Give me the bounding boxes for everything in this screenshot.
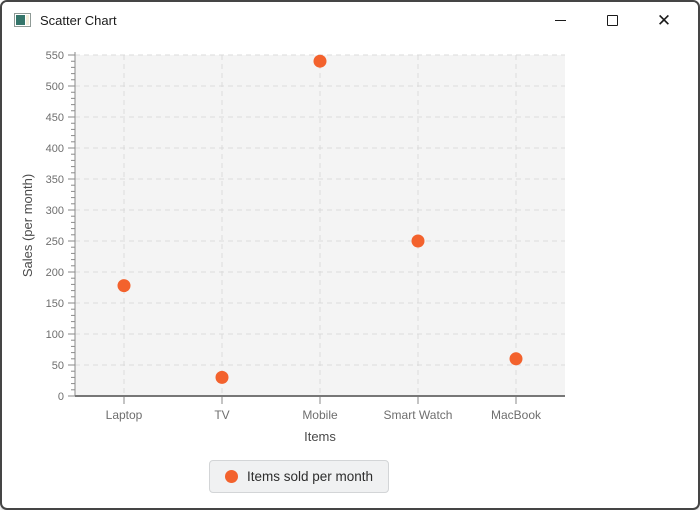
data-point [313, 54, 327, 68]
data-point [215, 370, 229, 384]
y-tick-label: 100 [46, 329, 64, 341]
caption-buttons: ✕ [534, 2, 690, 38]
y-tick-label: 50 [52, 360, 64, 372]
x-tick-label: MacBook [491, 408, 542, 422]
y-axis-title: Sales (per month) [20, 174, 35, 277]
maximize-button[interactable] [586, 2, 638, 38]
y-tick-label: 250 [46, 236, 64, 248]
window-title: Scatter Chart [40, 12, 117, 28]
y-tick-label: 400 [46, 143, 64, 155]
close-button[interactable]: ✕ [638, 2, 690, 38]
y-tick-label: 550 [46, 50, 64, 62]
close-icon: ✕ [656, 10, 672, 30]
x-tick-label: Mobile [302, 408, 338, 422]
y-tick-label: 200 [46, 267, 64, 279]
app-icon-strip [26, 15, 29, 25]
x-tick-label: Smart Watch [384, 408, 453, 422]
minimize-button[interactable] [534, 2, 586, 38]
x-tick-label: TV [214, 408, 229, 422]
legend-symbol-icon [225, 470, 238, 483]
y-tick-label: 500 [46, 81, 64, 93]
scatter-chart: 0 50 100 150 200 250 300 350 400 450 500 550 Laptop T… [20, 50, 565, 444]
app-icon-fill [16, 15, 25, 25]
app-icon [14, 13, 31, 27]
window-titlebar[interactable]: Scatter Chart ✕ [2, 2, 698, 38]
legend-label: Items sold per month [247, 469, 374, 484]
y-tick-label: 150 [46, 298, 64, 310]
data-point [509, 352, 523, 366]
y-tick-label: 450 [46, 112, 64, 124]
x-axis-title: Items [304, 429, 336, 444]
y-tick-label: 0 [58, 391, 64, 403]
data-point [411, 234, 425, 248]
maximize-icon [606, 14, 618, 26]
y-tick-label: 350 [46, 174, 64, 186]
chart-legend: Items sold per month [209, 460, 390, 493]
y-tick-label: 300 [46, 205, 64, 217]
minimize-icon [554, 19, 566, 21]
x-tick-label: Laptop [106, 408, 143, 422]
data-point [117, 279, 131, 293]
